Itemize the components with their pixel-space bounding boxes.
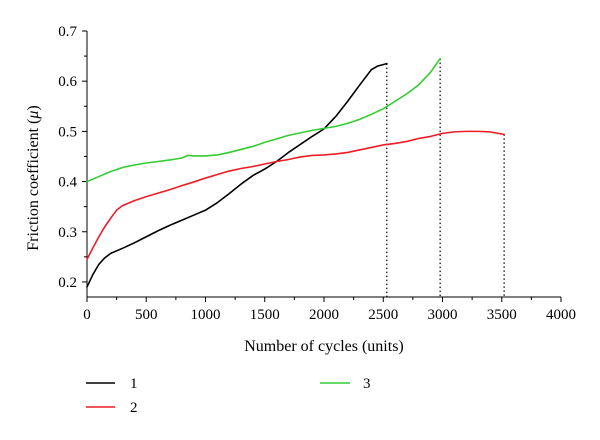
legend-label-2: 2 <box>130 400 138 416</box>
legend-item-1: 1 <box>86 376 138 392</box>
x-tick-label: 2500 <box>368 307 398 323</box>
x-tick-label: 3000 <box>428 307 458 323</box>
y-axis-title: Friction coefficient (μ) <box>25 105 42 250</box>
legend-item-3: 3 <box>320 376 371 392</box>
legend: 1 2 3 <box>86 376 371 416</box>
end-markers <box>386 58 505 297</box>
legend-item-2: 2 <box>86 400 138 416</box>
series-line-2 <box>86 130 505 261</box>
y-axis-title-suffix: ) <box>25 105 42 110</box>
series-line-1 <box>86 62 388 288</box>
y-tick-label: 0.7 <box>58 24 77 40</box>
y-axis-title-prefix: Friction coefficient ( <box>25 119 42 251</box>
legend-label-3: 3 <box>363 376 371 392</box>
ticks: 0 500 1000 1500 2000 2500 3000 3500 4000 0.2 0.3 0.… <box>58 24 576 323</box>
series-line-3 <box>86 57 441 183</box>
y-tick-label: 0.3 <box>58 225 77 241</box>
series <box>86 57 505 288</box>
x-tick-label: 4000 <box>546 307 576 323</box>
x-tick-label: 500 <box>135 307 158 323</box>
x-tick-label: 1500 <box>250 307 280 323</box>
y-tick-label: 0.5 <box>58 124 77 140</box>
x-tick-label: 3500 <box>487 307 517 323</box>
x-tick-label: 1000 <box>191 307 221 323</box>
y-tick-label: 0.6 <box>58 74 77 90</box>
x-tick-label: 0 <box>83 307 91 323</box>
x-axis-title: Number of cycles (units) <box>244 338 404 355</box>
y-tick-label: 0.2 <box>58 275 77 291</box>
y-axis-title-symbol: μ <box>25 111 42 120</box>
legend-label-1: 1 <box>130 376 138 392</box>
y-tick-label: 0.4 <box>58 175 77 191</box>
x-tick-label: 2000 <box>309 307 339 323</box>
axes <box>86 31 561 298</box>
